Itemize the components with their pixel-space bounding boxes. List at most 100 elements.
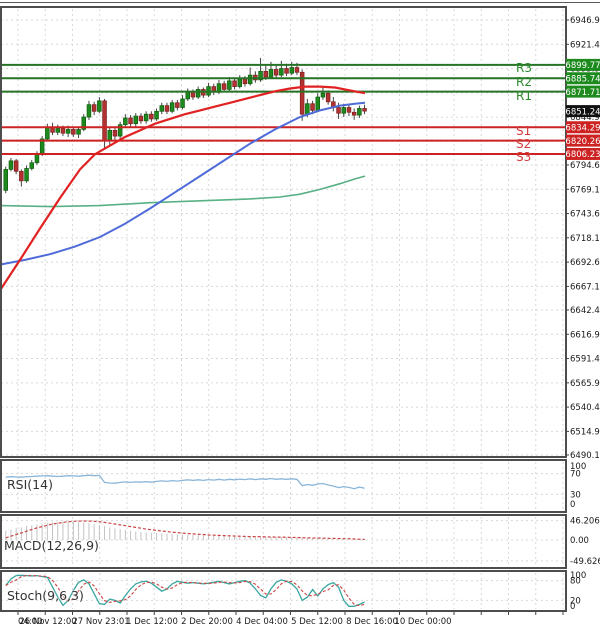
- pivot-label-r1: R1: [516, 89, 532, 103]
- candle-body: [289, 67, 295, 74]
- candle-body: [325, 92, 331, 103]
- pivot-price-label-s1-box: [566, 121, 600, 134]
- pivot-price-label-s3: 6806.23: [565, 150, 600, 160]
- macd-axis-tick: 0.00: [570, 536, 589, 546]
- candle-body: [315, 96, 321, 111]
- price-axis-tick: 6616.90: [570, 330, 600, 340]
- indicator-axis-tick: 80: [570, 577, 581, 587]
- price-axis-tick: 6642.40: [570, 306, 600, 316]
- candle-body: [102, 100, 107, 142]
- candle-body: [91, 104, 97, 112]
- candle-body: [310, 103, 315, 111]
- macd-panel-label: MACD(12,26,9): [4, 538, 99, 553]
- pivot-price-label-r3-box: [566, 58, 600, 71]
- pivot-price-label-r2-box: [566, 72, 600, 85]
- pivot-label-s3: S3: [516, 150, 532, 164]
- indicator-axis-tick: 100: [570, 571, 586, 581]
- price-axis-tick: 6667.15: [570, 282, 600, 292]
- pivot-price-label-r3: 6899.77: [565, 61, 600, 71]
- time-axis-label: 04:00: [18, 617, 43, 627]
- pivot-price-label-s2-box: [566, 134, 600, 147]
- candle-body: [362, 108, 367, 112]
- candle-body: [273, 69, 279, 76]
- price-axis-tick: 6844.90: [570, 113, 600, 123]
- candle-body: [247, 74, 253, 85]
- time-axis-label: 1 Dec 12:00: [126, 617, 178, 627]
- candle-body: [263, 70, 269, 78]
- price-axis-tick: 6514.90: [570, 427, 600, 437]
- candle-body: [97, 100, 102, 112]
- current-price-label: 6851.24: [565, 107, 600, 117]
- candle-body: [81, 116, 86, 130]
- candle-body: [185, 91, 191, 100]
- candle-body: [149, 113, 154, 120]
- price-axis-tick: 6921.40: [570, 40, 600, 50]
- ma-fast-line: [0, 85, 366, 292]
- candle-body: [279, 68, 284, 76]
- rsi-panel-label: RSI(14): [7, 477, 53, 492]
- time-axis-label: 4 Dec 04:00: [236, 617, 288, 627]
- macd-axis-tick: -49.626: [570, 557, 600, 567]
- candle-body: [320, 92, 326, 98]
- price-axis-tick: 6591.40: [570, 355, 600, 365]
- indicator-axis-tick: 70: [570, 470, 581, 480]
- candle-body: [3, 169, 8, 191]
- candle-body: [357, 108, 362, 116]
- macd-signal-line: [5, 520, 365, 540]
- candle-body: [284, 68, 289, 74]
- price-axis-tick: 6794.65: [570, 161, 600, 171]
- pivot-price-label-r2: 6885.74: [565, 74, 600, 84]
- candle-body: [112, 130, 118, 137]
- candle-body: [55, 128, 60, 133]
- candle-body: [305, 103, 310, 115]
- pivot-price-label-r1-box: [566, 85, 600, 98]
- candle-body: [29, 162, 35, 169]
- price-axis-tick: 6769.15: [570, 185, 600, 195]
- candle-body: [138, 115, 144, 122]
- price-axis-tick: 6692.65: [570, 258, 600, 268]
- pivot-price-label-s2: 6820.26: [565, 137, 600, 147]
- indicator-axis-tick: 100: [570, 462, 586, 472]
- price-axis-tick: 6540.40: [570, 403, 600, 413]
- candle-body: [60, 128, 66, 134]
- candle-body: [351, 111, 357, 116]
- candle-body: [268, 69, 274, 78]
- candle-body: [346, 107, 352, 113]
- time-axis-label: 26 Nov 12:00: [19, 617, 76, 627]
- candle-body: [169, 102, 175, 112]
- price-axis-tick: 6490.15: [570, 451, 600, 461]
- candle-body: [128, 117, 133, 125]
- pivot-price-label-s3-box: [566, 147, 600, 160]
- indicator-axis-tick: 30: [570, 490, 581, 500]
- candle-body: [133, 115, 139, 125]
- candle-body: [8, 160, 14, 170]
- macd-axis-tick: 46.206: [570, 517, 600, 527]
- current-price-label-box: [566, 105, 600, 118]
- candle-body: [164, 105, 170, 112]
- candle-body: [45, 127, 50, 140]
- candle-body: [258, 70, 263, 81]
- pivot-label-r3: R3: [516, 61, 532, 75]
- time-axis-label: 2 Dec 20:00: [181, 617, 233, 627]
- stoch-d-line: [5, 574, 365, 607]
- candle-body: [190, 91, 196, 98]
- rsi-line: [5, 474, 365, 490]
- stoch-panel-frame: [0, 570, 567, 612]
- candle-body: [159, 105, 165, 112]
- macd-panel-frame: [0, 514, 567, 569]
- time-axis-label: 10 Dec 00:00: [394, 617, 451, 627]
- candle-body: [19, 170, 24, 182]
- candle-body: [232, 80, 237, 87]
- candle-body: [237, 78, 243, 87]
- candle-body: [154, 110, 159, 120]
- candle-body: [221, 83, 227, 90]
- candle-body: [107, 130, 112, 142]
- candle-body: [143, 113, 149, 122]
- price-axis-tick: 6946.90: [570, 16, 600, 26]
- candle-body: [227, 80, 232, 90]
- price-axis-tick: 6565.90: [570, 379, 600, 389]
- candle-body: [299, 71, 305, 115]
- candle-body: [117, 124, 123, 137]
- ma-mid-line: [0, 101, 366, 266]
